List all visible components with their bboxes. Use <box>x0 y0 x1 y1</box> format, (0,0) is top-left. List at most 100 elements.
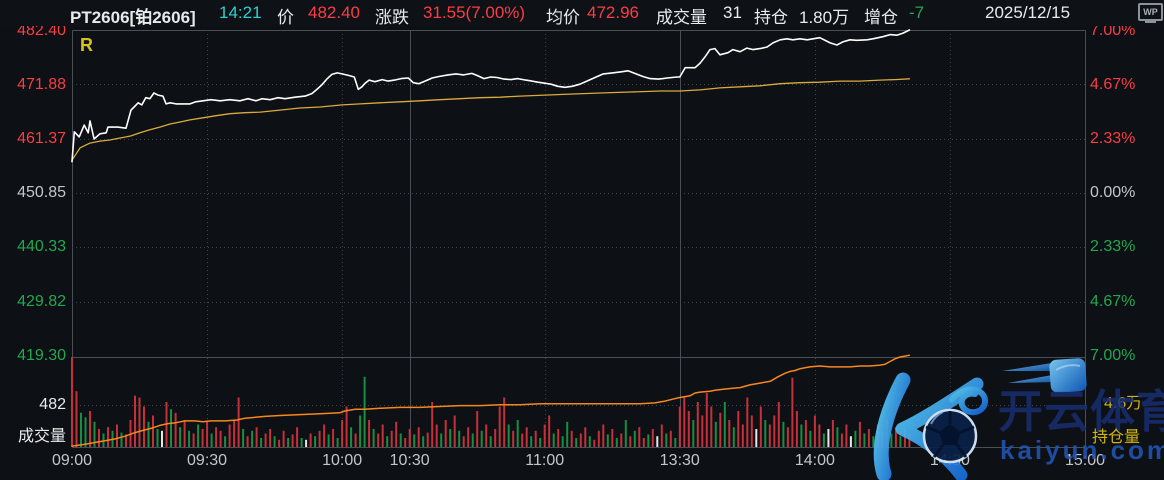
volume-bar <box>413 434 416 447</box>
volume-bar <box>557 429 560 447</box>
volume-bar <box>147 421 150 447</box>
volume-field-label: 成交量 <box>656 8 707 27</box>
volume-bar <box>152 415 154 447</box>
time-axis-label: 09:30 <box>187 452 228 469</box>
volume-bar <box>512 430 515 447</box>
contract-symbol[interactable]: PT2606[铂2606] <box>70 8 196 27</box>
volume-bar <box>305 439 308 447</box>
volume-bar <box>543 424 546 447</box>
volume-bar <box>278 439 281 447</box>
volume-bar <box>669 430 672 447</box>
volume-bar <box>408 429 411 447</box>
volume-bar <box>894 427 897 447</box>
average-price-line <box>71 78 911 161</box>
volume-bar <box>183 420 186 447</box>
volume-bar <box>98 429 100 447</box>
volume-bar <box>602 424 605 447</box>
left-axis-label: 482 <box>39 396 66 413</box>
volume-bar <box>327 434 330 447</box>
volume-bar <box>273 436 276 447</box>
volume-bar <box>215 427 218 447</box>
volume-bar <box>93 421 96 447</box>
volume-bar <box>251 430 254 447</box>
volume-bar <box>687 411 690 447</box>
volume-bar <box>845 424 848 447</box>
volume-bar <box>318 430 321 447</box>
left-axis-label: 429.82 <box>17 293 66 310</box>
volume-bar <box>399 433 402 447</box>
volume-bar <box>431 402 434 447</box>
position-change-field-value: -7 <box>909 3 925 22</box>
time-axis-label: 11:00 <box>525 452 565 469</box>
volume-bar <box>813 415 816 447</box>
volume-field-value: 31 <box>723 3 742 22</box>
time-axis-label: 14:00 <box>794 452 835 469</box>
volume-bar <box>458 430 461 447</box>
wp-monitor-icon-stand <box>1145 21 1156 23</box>
volume-bar <box>831 420 834 447</box>
volume-bar <box>791 377 794 447</box>
volume-bar <box>197 424 200 447</box>
volume-bar <box>719 412 722 447</box>
volume-bar <box>179 427 182 447</box>
volume-bar <box>314 436 317 447</box>
position-change-field-label: 增仓 <box>864 8 898 27</box>
volume-bar <box>350 427 353 447</box>
volume-bar <box>453 415 456 447</box>
volume-bar <box>377 433 380 447</box>
volume-bar <box>737 411 740 447</box>
volume-bar <box>404 438 407 447</box>
time-axis-label: 14:30 <box>929 452 970 469</box>
volume-bar <box>192 433 195 447</box>
volume-bar <box>786 427 789 447</box>
volume-bar <box>323 424 326 447</box>
volume-bar <box>282 430 285 447</box>
volume-bar <box>804 420 807 447</box>
volume-bar <box>885 420 888 447</box>
volume-bar <box>269 429 272 447</box>
volume-bar <box>210 433 213 447</box>
volume-bar <box>872 436 875 447</box>
volume-bar <box>300 438 303 447</box>
left-axis-label: 440.33 <box>17 238 66 255</box>
volume-bar <box>435 424 438 447</box>
volume-bar <box>422 436 425 447</box>
volume-bar <box>818 424 821 447</box>
top-info-bar: PT2606[铂2606] 14:21 价 482.40 涨跌 31.55(7.… <box>0 0 1164 27</box>
volume-bar <box>728 420 731 447</box>
price-field-label: 价 <box>277 8 294 27</box>
volume-bar <box>219 430 222 447</box>
volume-bar <box>341 420 344 447</box>
volume-bar <box>903 429 906 447</box>
left-axis-label: 450.85 <box>17 184 66 201</box>
volume-bar <box>800 424 803 447</box>
volume-bar <box>386 436 389 447</box>
right-axis-label: 4.67% <box>1090 76 1136 93</box>
right-axis-label: 4.67% <box>1090 293 1136 310</box>
volume-bar <box>863 433 866 447</box>
time-axis-label: 13:30 <box>659 452 700 469</box>
volume-bar <box>732 427 735 447</box>
volume-bar <box>683 397 686 447</box>
volume-bar <box>89 411 91 447</box>
volume-bar <box>597 430 600 447</box>
volume-bar <box>467 427 470 447</box>
volume-bar <box>660 424 663 447</box>
volume-bar <box>809 430 812 447</box>
volume-bar <box>372 429 375 447</box>
volume-bar <box>647 434 650 447</box>
volume-bar <box>755 429 758 447</box>
volume-bar <box>449 429 452 447</box>
volume-bar <box>723 402 726 447</box>
volume-bar <box>84 417 87 447</box>
avg-price-field-label: 均价 <box>546 8 580 27</box>
volume-bar <box>237 397 240 447</box>
volume-bar <box>503 397 506 447</box>
time-axis-label: 10:30 <box>389 452 430 469</box>
volume-bar <box>260 438 263 447</box>
volume-bar <box>71 357 73 447</box>
volume-bar <box>899 436 902 447</box>
volume-bar <box>125 434 127 447</box>
